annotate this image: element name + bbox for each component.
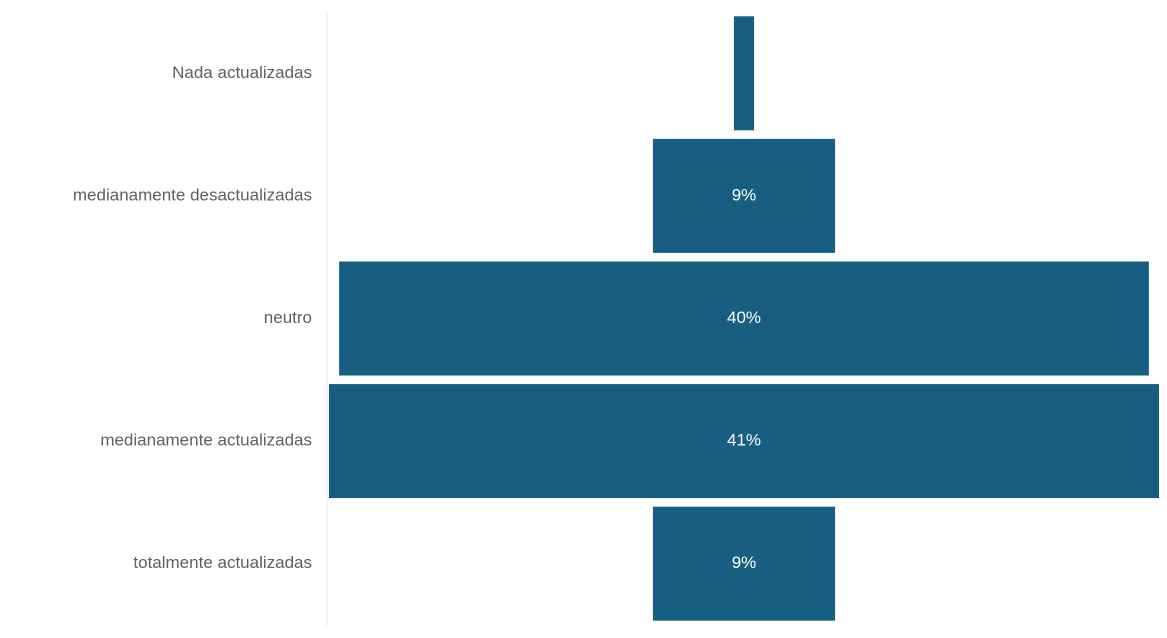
category-label: medianamente desactualizadas xyxy=(73,185,312,204)
data-label: 9% xyxy=(732,185,757,204)
funnel-bar xyxy=(733,16,755,131)
funnel-bar xyxy=(329,384,1159,499)
category-label: neutro xyxy=(264,308,312,327)
funnel-bar xyxy=(339,261,1149,376)
data-label: 41% xyxy=(727,431,761,450)
category-label: medianamente actualizadas xyxy=(100,431,312,450)
funnel-bar xyxy=(652,506,836,621)
category-label: totalmente actualizadas xyxy=(133,553,312,572)
category-label: Nada actualizadas xyxy=(172,63,312,82)
data-label: 9% xyxy=(732,553,757,572)
funnel-bar xyxy=(652,138,836,253)
data-label: 40% xyxy=(727,308,761,327)
